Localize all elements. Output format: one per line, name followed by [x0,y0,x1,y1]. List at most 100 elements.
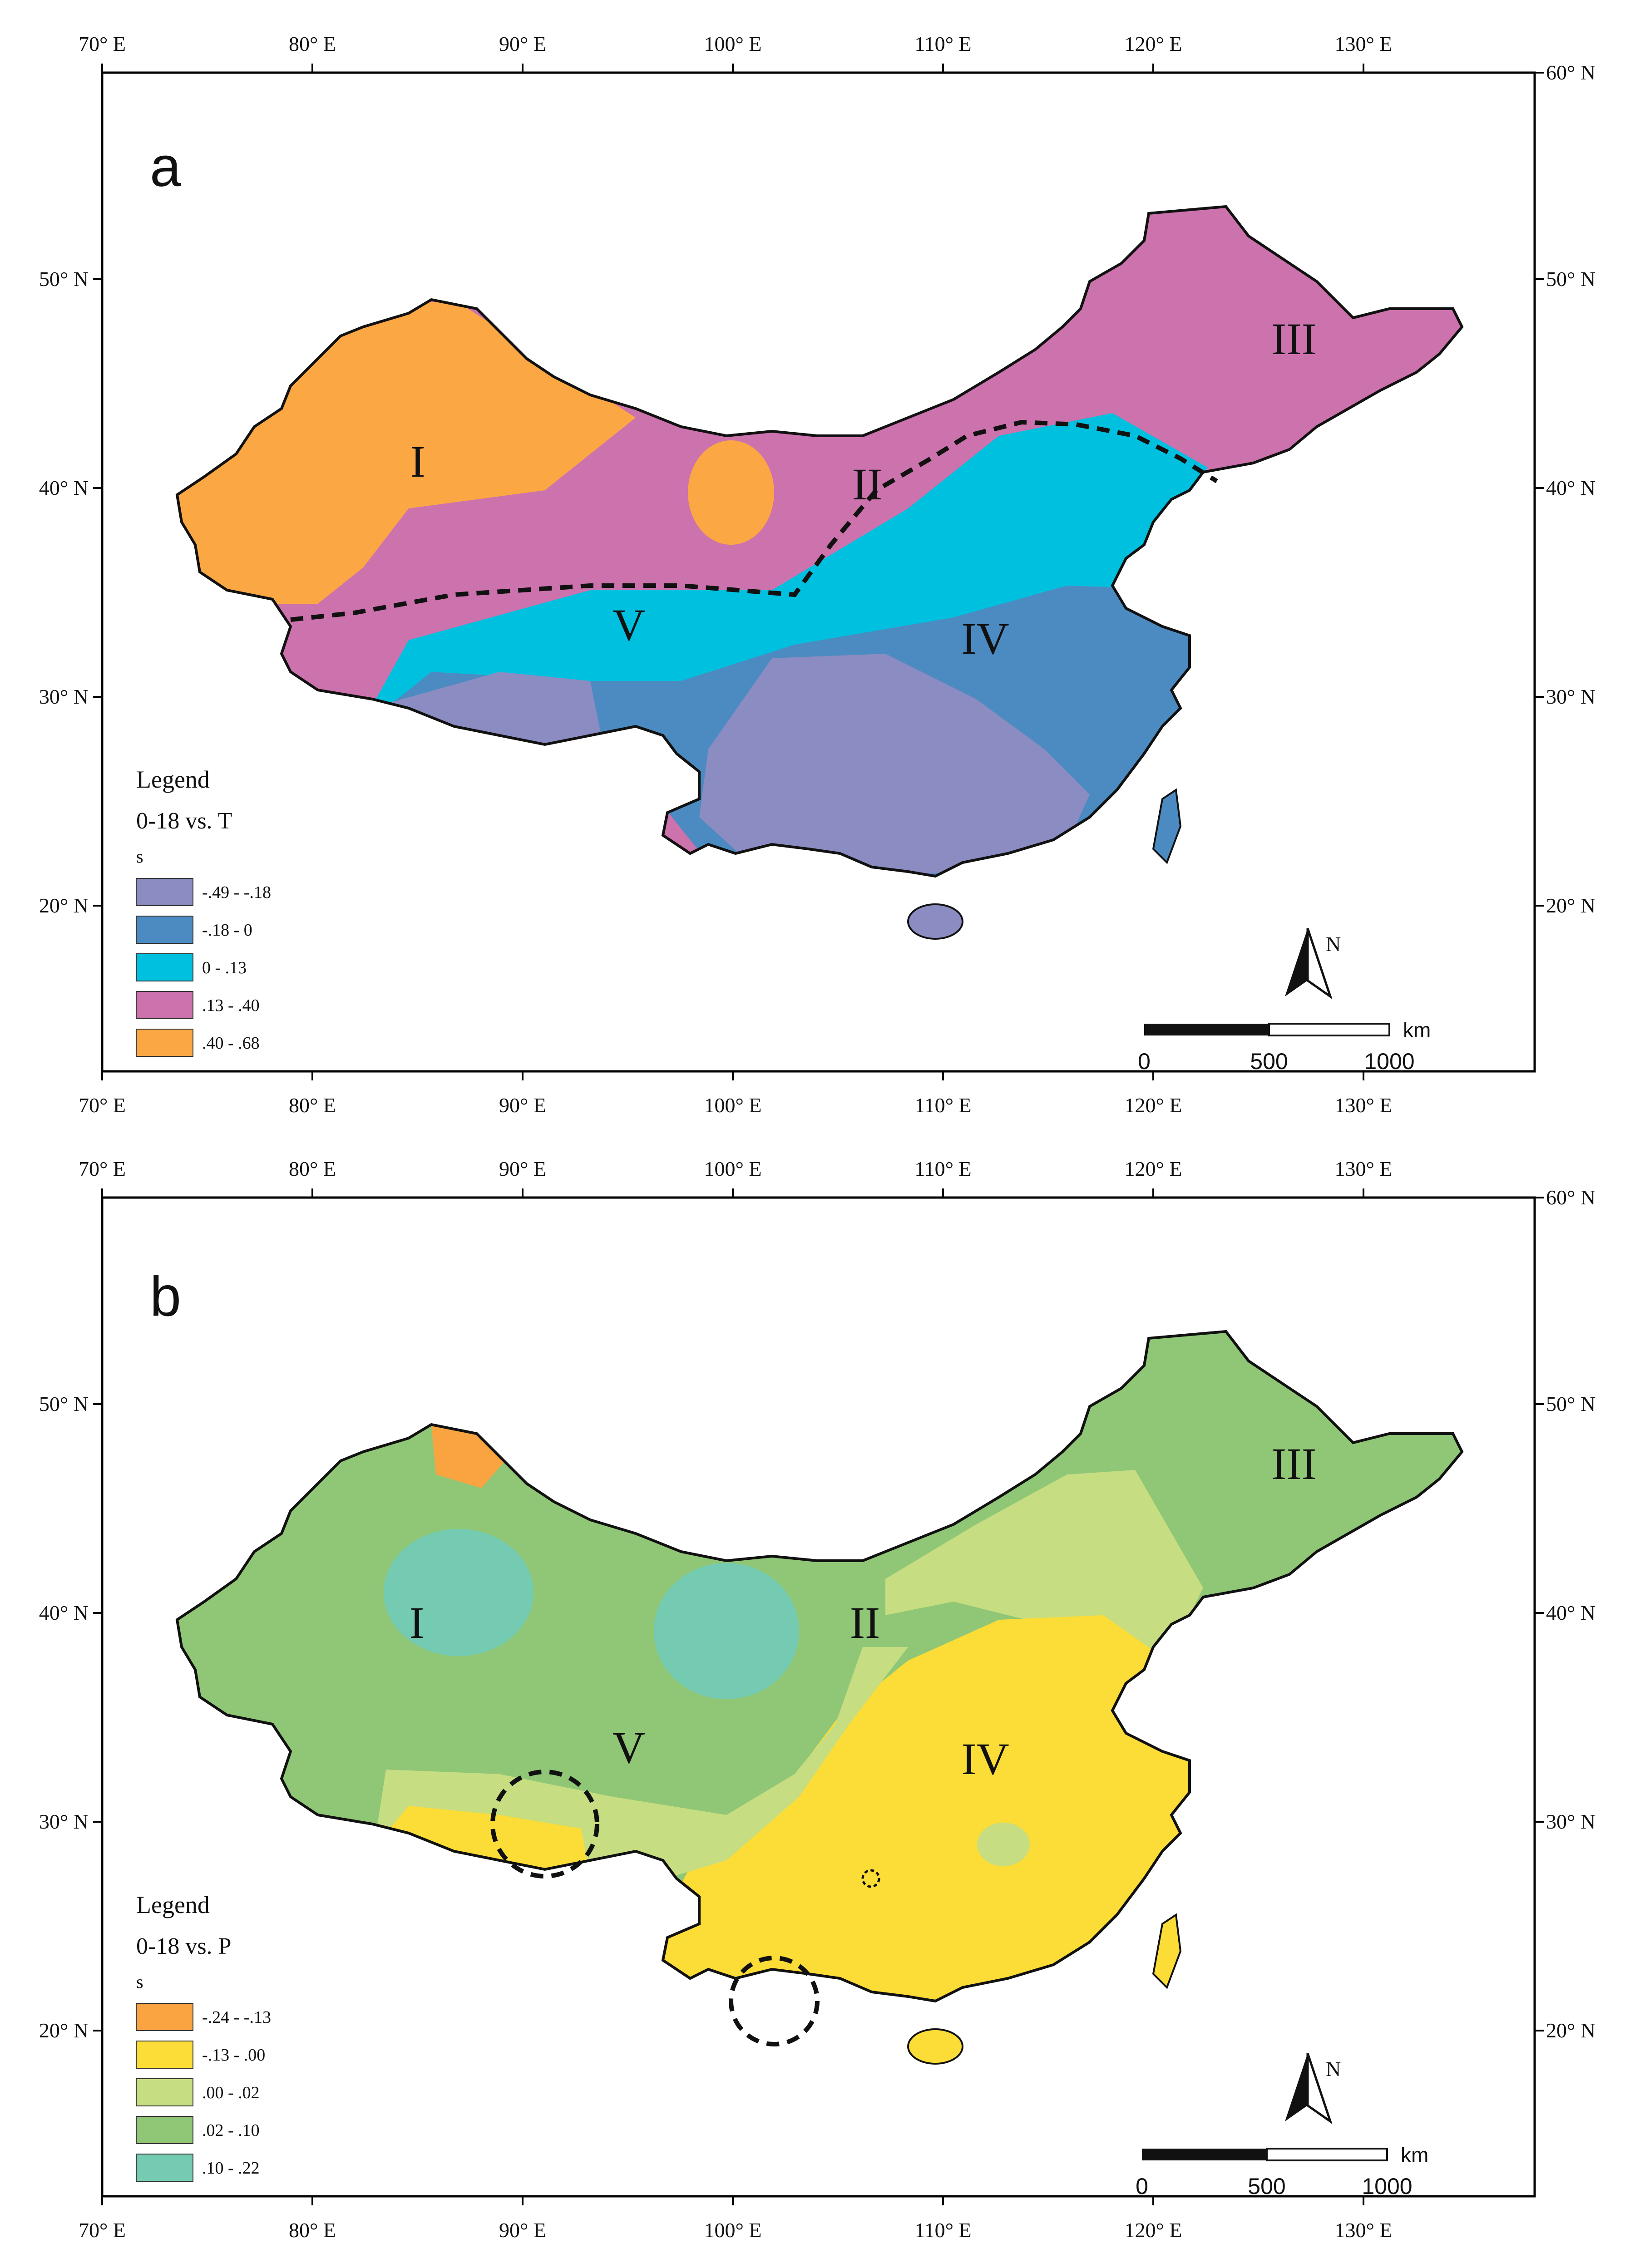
lat-tick-label: 20° N [1546,2019,1595,2042]
region-label-III: III [1271,1439,1317,1489]
lon-tick-label: 100° E [704,32,762,55]
lon-tick-label: 70° E [79,1094,126,1117]
taiwan-island [1152,1913,1182,1989]
legend-swatch [136,953,193,981]
highlight-circle [861,1869,880,1888]
lat-tick-label: 30° N [1546,1810,1595,1833]
lon-tick-label: 120° E [1125,32,1182,55]
china-outline [175,1330,1464,2003]
scale-tick: 0 [1136,2174,1148,2199]
lon-tick-label: 70° E [79,32,126,55]
scale-tick: 1000 [1362,2174,1412,2199]
legend-subtitle: 0-18 vs. T [136,808,232,834]
legend-title: Legend [136,1891,210,1918]
region-label-I: I [410,436,425,487]
legend-class-label: -.13 - .00 [202,2046,265,2065]
legend-subtitle: 0-18 vs. P [136,1933,231,1959]
legend-class-label: .40 - .68 [202,1034,260,1053]
china-outline [175,205,1464,878]
lat-tick-label: 20° N [39,2019,89,2042]
legend-title: Legend [136,766,210,793]
lon-tick-label: 70° E [79,1157,126,1180]
lon-tick-label: 130° E [1335,1157,1393,1180]
highlight-circle [729,1956,820,2046]
legend-swatch [136,2116,193,2144]
legend-swatch [136,991,193,1019]
map-frame [101,71,1536,1073]
region-label-II: II [850,1597,880,1648]
scale-tick: 1000 [1364,1049,1414,1074]
legend-swatch [136,2154,193,2182]
legend-class-label: .10 - .22 [202,2159,260,2178]
lat-tick-label: 60° N [1546,1186,1595,1209]
lon-tick-label: 110° E [914,1157,971,1180]
map-frame [101,1196,1536,2198]
lon-tick-label: 120° E [1125,1157,1182,1180]
lat-tick-label: 40° N [1546,1601,1595,1624]
lat-tick-label: 40° N [39,476,89,499]
top-longitude-axis: 70° E 80° E 90° E 100° E 110° E 120° E 1… [79,32,1393,73]
hainan-island [907,903,963,940]
region-label-III: III [1271,314,1317,364]
panel-b: 70° E 80° E 90° E 100° E 110° E 120° E 1… [0,1134,1630,2268]
lat-tick-label: 20° N [1546,894,1595,917]
bottom-longitude-axis: 70° E 80° E 90° E 100° E 110° E 120° E 1… [79,1071,1393,1117]
map-a-svg: 70° E 80° E 90° E 100° E 110° E 120° E 1… [39,32,1595,1117]
region-label-IV: IV [961,1734,1009,1784]
lon-tick-label: 90° E [499,2219,546,2242]
lon-tick-label: 80° E [289,1094,336,1117]
north-arrow-icon: N [1285,928,1341,1000]
lon-tick-label: 100° E [704,2219,762,2242]
lon-tick-label: 70° E [79,2219,126,2242]
legend-field: s [136,846,143,867]
china-map-a [177,207,1462,876]
lat-tick-label: 30° N [39,1810,89,1833]
china-map-b [177,1331,1462,2001]
lat-tick-label: 50° N [1546,267,1595,291]
left-latitude-axis: 50° N 40° N 30° N 20° N [39,267,102,917]
legend-swatch [136,2041,193,2069]
legend-field: s [136,1972,143,1992]
region-label-I: I [409,1597,424,1648]
scale-tick: 500 [1248,2174,1285,2199]
taiwan-island [1152,788,1182,864]
lon-tick-label: 130° E [1335,1094,1393,1117]
lon-tick-label: 110° E [914,32,971,55]
right-latitude-axis: 60° N 50° N 40° N 30° N 20° N [1535,61,1595,917]
lon-tick-label: 120° E [1125,1094,1182,1117]
region-label-II: II [852,459,883,509]
legend-class-label: -.18 - 0 [202,921,252,940]
hainan-island [907,2028,963,2065]
panel-a: 70° E 80° E 90° E 100° E 110° E 120° E 1… [39,32,1595,1117]
highlight-circle [490,1770,599,1878]
lat-tick-label: 60° N [1546,61,1595,84]
lat-tick-label: 30° N [1546,685,1595,708]
lat-tick-label: 40° N [1546,476,1595,499]
lon-tick-label: 110° E [914,2219,971,2242]
legend-class-label: -.49 - -.18 [202,883,271,902]
scale-tick: 0 [1138,1049,1151,1074]
lon-tick-label: 80° E [289,2219,336,2242]
legend-swatch [136,878,193,906]
right-latitude-axis: 60° N 50° N 40° N 30° N 20° N [1535,1186,1595,2042]
lon-tick-label: 90° E [499,1157,546,1180]
panel-label: b [150,1265,181,1328]
lon-tick-label: 90° E [499,1094,546,1117]
lon-tick-label: 120° E [1125,2219,1182,2242]
scale-tick: 500 [1250,1049,1288,1074]
region-label-V: V [612,1722,645,1773]
lon-tick-label: 80° E [289,1157,336,1180]
legend-a: Legend 0-18 vs. T s -.49 - -.18 -.18 - 0… [136,766,271,1057]
north-arrow-icon: N [1285,2053,1341,2125]
left-latitude-axis: 50° N 40° N 30° N 20° N [39,1392,102,2042]
legend-class-label: .02 - .10 [202,2121,260,2140]
legend-class-label: .00 - .02 [202,2083,260,2102]
scale-bar: km 0 500 1000 [1136,2143,1428,2199]
legend-class-label: .13 - .40 [202,996,260,1015]
lat-tick-label: 50° N [1546,1392,1595,1415]
lat-tick-label: 50° N [39,1392,89,1415]
scale-unit: km [1403,1018,1431,1042]
legend-b: Legend 0-18 vs. P s -.24 - -.13 -.13 - .… [136,1891,271,2182]
lat-tick-label: 50° N [39,267,89,291]
region-label-V: V [612,600,645,650]
